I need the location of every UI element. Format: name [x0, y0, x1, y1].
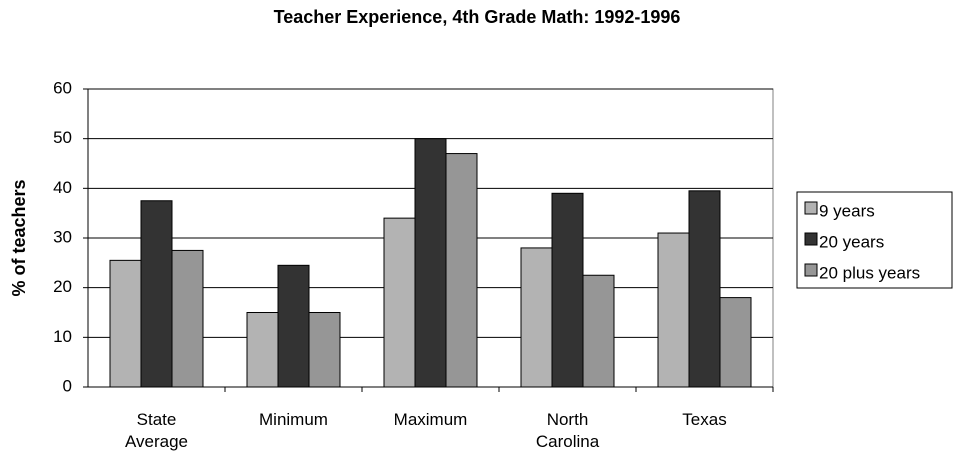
bar: [414, 138, 447, 388]
bar: [246, 312, 279, 388]
x-tick-label: Texas: [682, 410, 727, 429]
legend-swatch: [804, 263, 818, 277]
bar: [171, 249, 204, 388]
y-tick-label: 30: [53, 227, 72, 246]
y-tick-label: 0: [63, 376, 72, 395]
x-tick-group: Texas: [682, 410, 727, 429]
legend-swatch: [804, 201, 818, 215]
bar: [688, 190, 721, 388]
x-tick-group: State Average: [124, 410, 188, 451]
bar: [109, 259, 142, 388]
x-tick-label: Maximum: [393, 410, 468, 429]
bar: [383, 217, 416, 388]
x-tick-group: Maximum: [393, 410, 468, 429]
bar: [520, 247, 553, 388]
x-tick-label: North Carolina: [535, 410, 600, 451]
bar: [277, 264, 310, 388]
x-tick-label: State Average: [124, 410, 188, 451]
y-tick-label: 50: [53, 128, 72, 147]
legend-swatch: [804, 232, 818, 246]
bar: [551, 192, 584, 388]
legend-label: 20 plus years: [819, 263, 920, 282]
chart-title: Teacher Experience, 4th Grade Math: 1992…: [274, 7, 681, 27]
x-tick-group: North Carolina: [535, 410, 600, 451]
bar: [308, 312, 341, 388]
bar: [582, 274, 615, 388]
bar: [140, 200, 173, 388]
y-tick-label: 40: [53, 178, 72, 197]
x-tick-group: Minimum: [259, 410, 328, 429]
bar: [719, 297, 752, 388]
y-tick-label: 20: [53, 277, 72, 296]
bar: [445, 153, 478, 388]
legend-label: 9 years: [819, 201, 875, 220]
y-tick-label: 60: [53, 78, 72, 97]
legend-label: 20 years: [819, 232, 884, 251]
bar: [657, 232, 690, 388]
x-tick-label: Minimum: [259, 410, 328, 429]
y-tick-label: 10: [53, 327, 72, 346]
y-axis-label: % of teachers: [9, 179, 29, 296]
legend-box: [796, 191, 953, 289]
